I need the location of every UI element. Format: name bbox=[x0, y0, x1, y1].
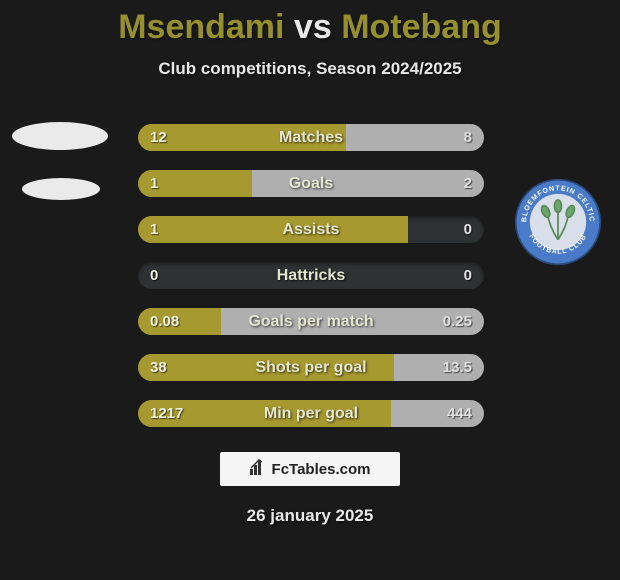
stat-bar: 0.080.25Goals per match bbox=[138, 308, 484, 335]
stat-label: Matches bbox=[138, 124, 484, 151]
team-left-logo-2 bbox=[22, 178, 100, 200]
site-watermark: FcTables.com bbox=[220, 452, 400, 486]
team-left-logo-1 bbox=[12, 122, 108, 150]
stat-bar: 00Hattricks bbox=[138, 262, 484, 289]
stat-label: Shots per goal bbox=[138, 354, 484, 381]
chart-icon bbox=[250, 459, 268, 480]
team-right-badge: BLOEMFONTEIN CELTIC FOOTBALL CLUB bbox=[514, 178, 602, 266]
stat-label: Hattricks bbox=[138, 262, 484, 289]
vs-text: vs bbox=[294, 8, 332, 46]
stat-bar: 1217444Min per goal bbox=[138, 400, 484, 427]
stat-label: Goals per match bbox=[138, 308, 484, 335]
page-title: Msendami vs Motebang bbox=[0, 0, 620, 47]
player1-name: Msendami bbox=[118, 8, 284, 46]
season-subtitle: Club competitions, Season 2024/2025 bbox=[0, 59, 620, 79]
stat-bar: 128Matches bbox=[138, 124, 484, 151]
stat-label: Min per goal bbox=[138, 400, 484, 427]
stat-label: Assists bbox=[138, 216, 484, 243]
player2-name: Motebang bbox=[341, 8, 502, 46]
stat-label: Goals bbox=[138, 170, 484, 197]
date-text: 26 january 2025 bbox=[0, 506, 620, 526]
stats-bars: 128Matches 12Goals 10Assists 00Hattricks 0.0… bbox=[138, 124, 484, 446]
watermark-text: FcTables.com bbox=[272, 461, 371, 478]
stat-bar: 10Assists bbox=[138, 216, 484, 243]
stat-bar: 3813.5Shots per goal bbox=[138, 354, 484, 381]
stat-bar: 12Goals bbox=[138, 170, 484, 197]
